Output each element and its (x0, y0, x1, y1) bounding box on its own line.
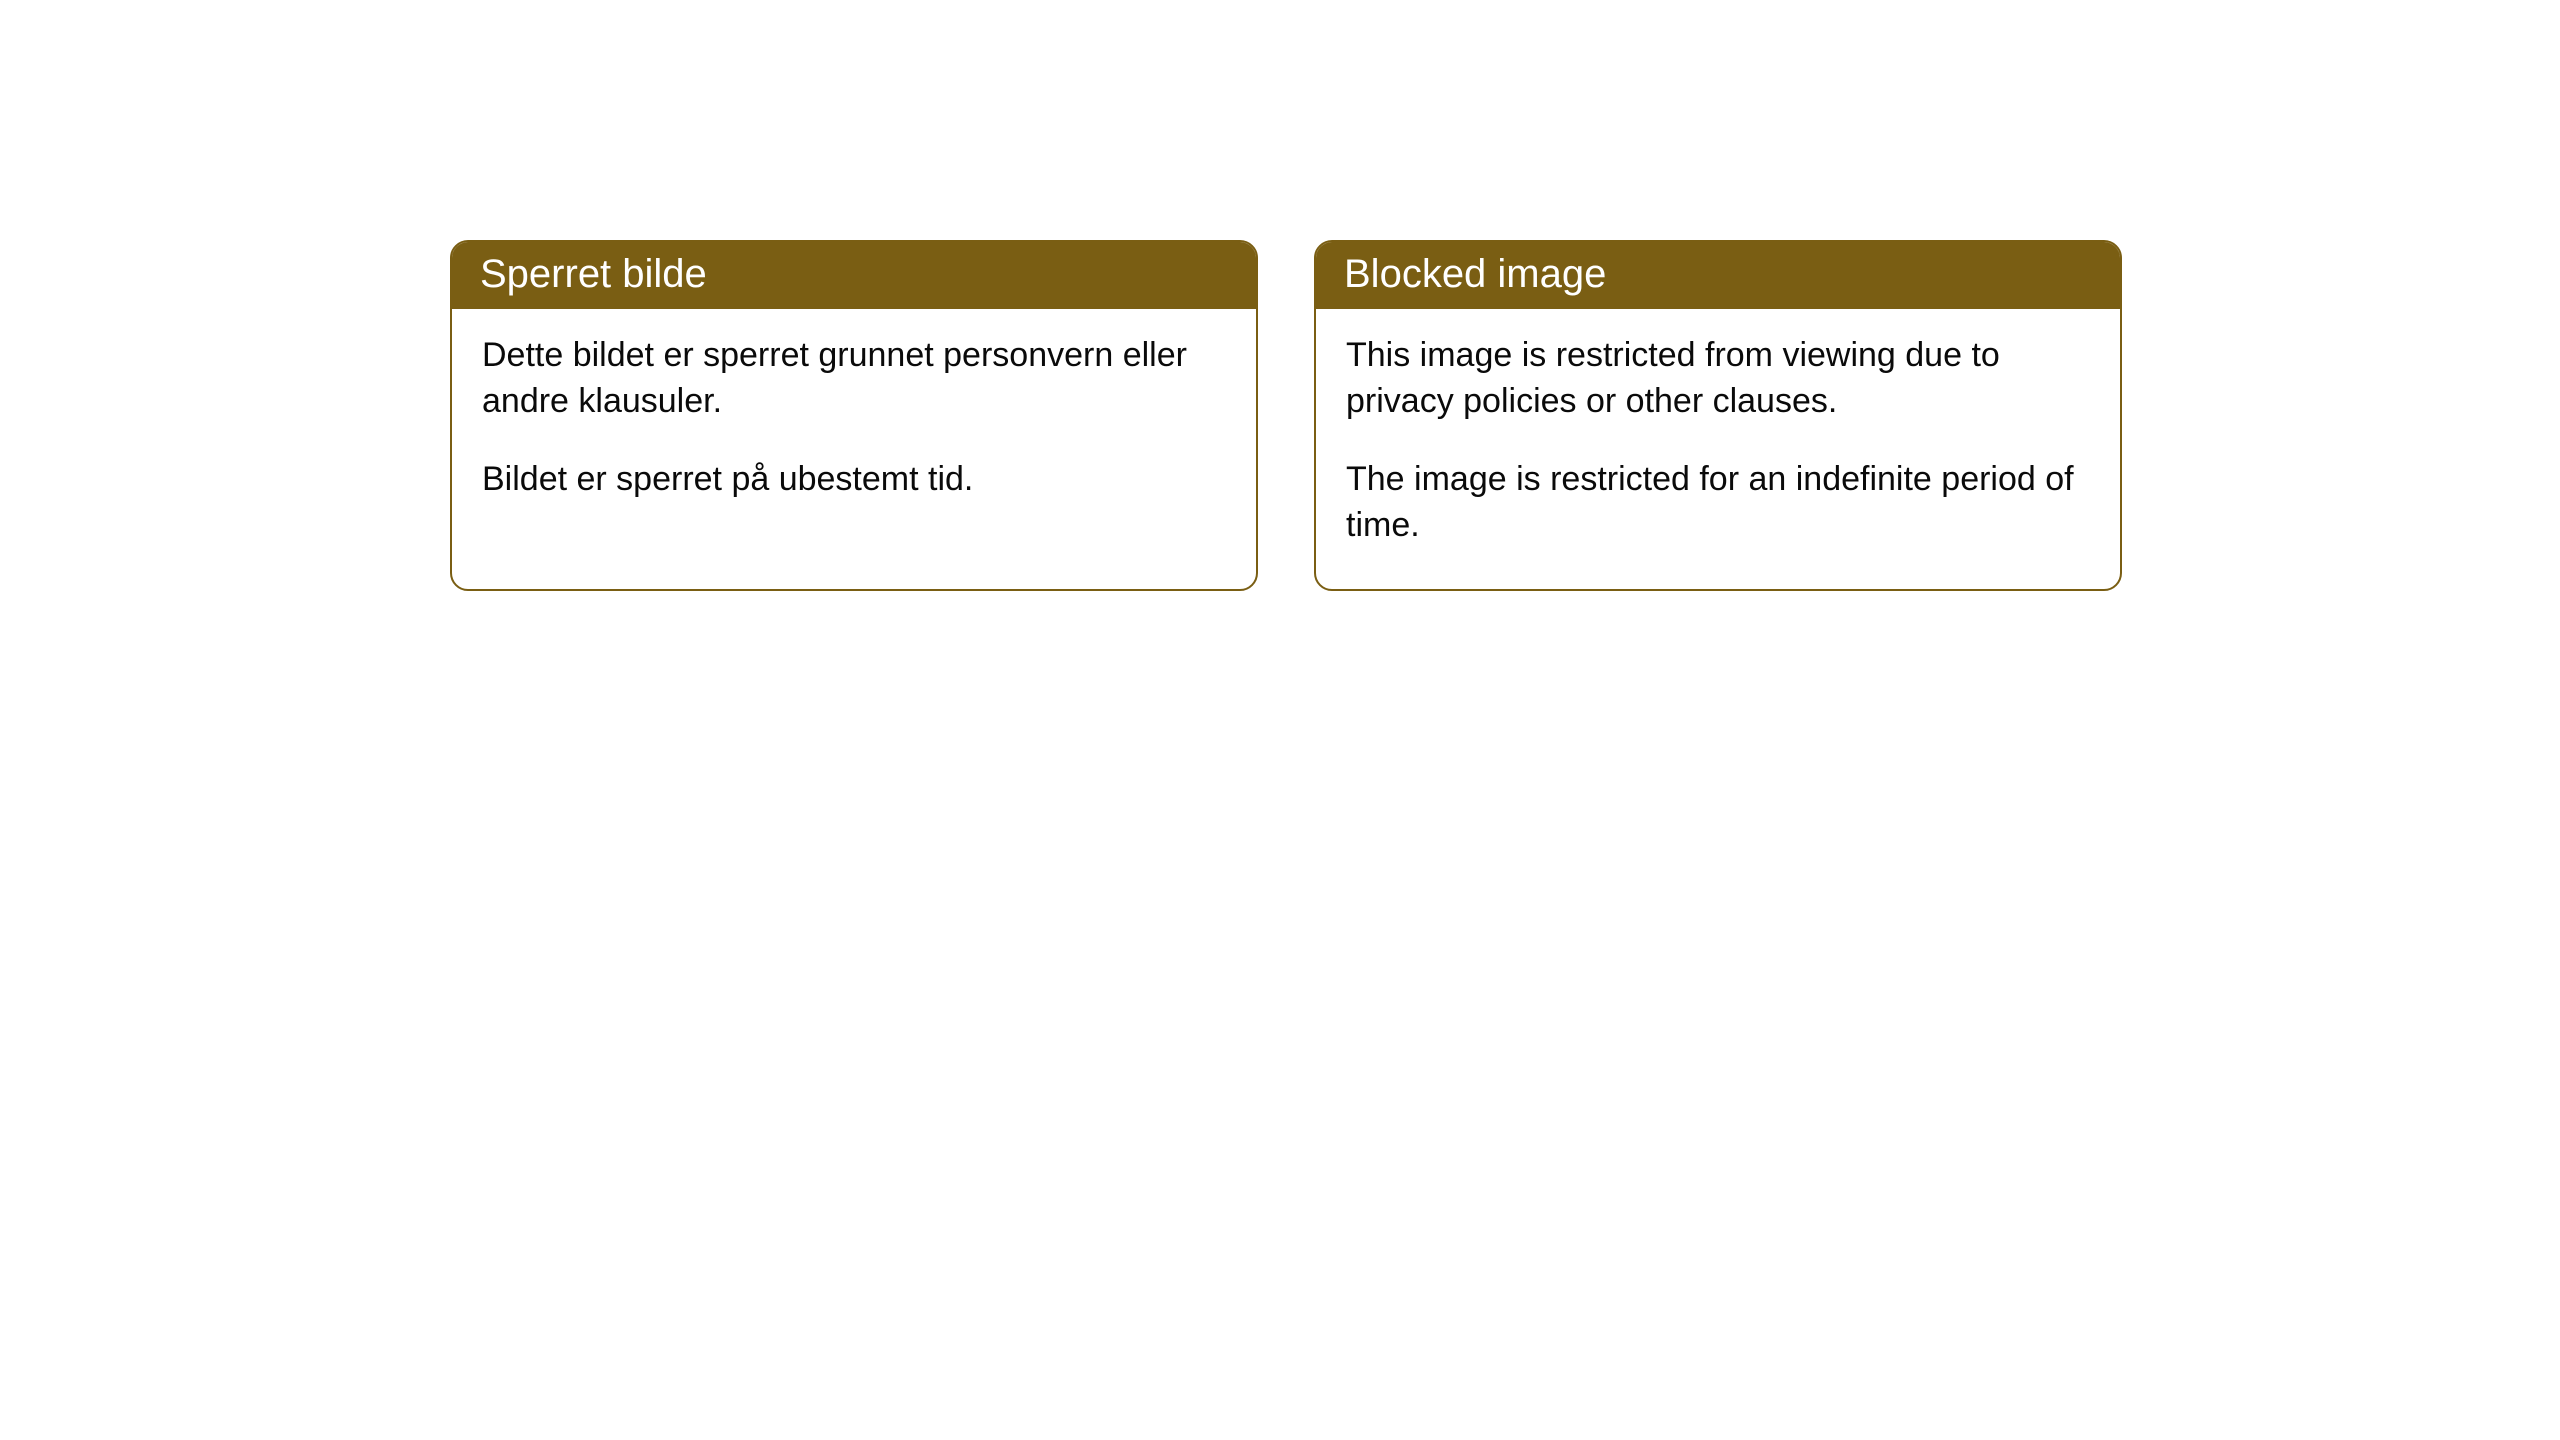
card-body-no: Dette bildet er sperret grunnet personve… (452, 309, 1256, 543)
card-header-no: Sperret bilde (452, 242, 1256, 309)
card-text-en-2: The image is restricted for an indefinit… (1346, 457, 2090, 549)
blocked-image-card-en: Blocked image This image is restricted f… (1314, 240, 2122, 591)
card-title-no: Sperret bilde (480, 252, 707, 296)
card-body-en: This image is restricted from viewing du… (1316, 309, 2120, 589)
card-text-no-1: Dette bildet er sperret grunnet personve… (482, 333, 1226, 425)
cards-container: Sperret bilde Dette bildet er sperret gr… (0, 0, 2560, 591)
card-title-en: Blocked image (1344, 252, 1606, 296)
card-header-en: Blocked image (1316, 242, 2120, 309)
blocked-image-card-no: Sperret bilde Dette bildet er sperret gr… (450, 240, 1258, 591)
card-text-en-1: This image is restricted from viewing du… (1346, 333, 2090, 425)
card-text-no-2: Bildet er sperret på ubestemt tid. (482, 457, 1226, 503)
